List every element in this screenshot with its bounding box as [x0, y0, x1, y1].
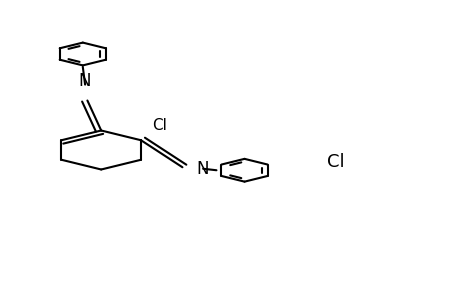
- Text: N: N: [196, 160, 208, 178]
- Text: Cl: Cl: [152, 118, 167, 133]
- Text: N: N: [78, 72, 91, 90]
- Text: Cl: Cl: [326, 153, 344, 171]
